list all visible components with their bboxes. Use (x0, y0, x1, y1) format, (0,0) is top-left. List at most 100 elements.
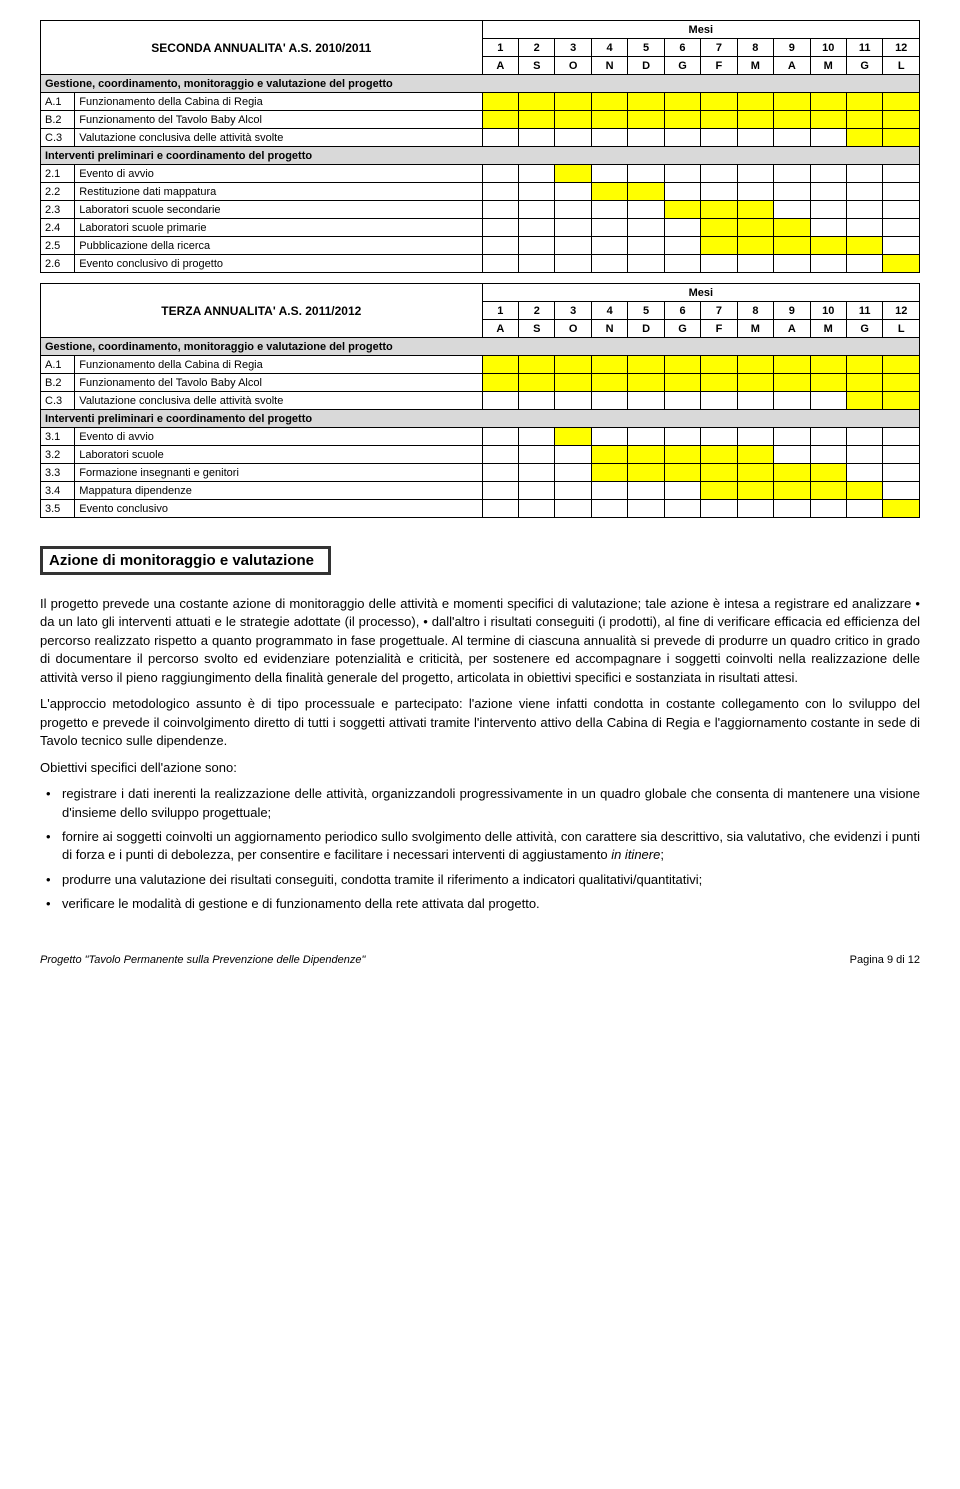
gantt-cell (519, 356, 555, 374)
gantt-cell (810, 482, 846, 500)
gantt-cell (701, 93, 737, 111)
gantt-month-num: 5 (628, 39, 664, 57)
gantt-cell (774, 111, 810, 129)
gantt-cell (628, 183, 664, 201)
bullet-list: registrare i dati inerenti la realizzazi… (40, 785, 920, 914)
gantt-cell (846, 165, 882, 183)
gantt-cell (846, 129, 882, 147)
gantt-cell (482, 464, 518, 482)
gantt-cell (701, 392, 737, 410)
gantt-month-letter: G (846, 320, 882, 338)
gantt-cell (555, 428, 591, 446)
gantt-cell (810, 464, 846, 482)
gantt-row-label: Mappatura dipendenze (75, 482, 482, 500)
gantt-month-num: 10 (810, 39, 846, 57)
gantt-cell (774, 392, 810, 410)
gantt-cell (555, 464, 591, 482)
gantt-cell (664, 93, 700, 111)
gantt-cell (482, 356, 518, 374)
gantt-cell (519, 201, 555, 219)
gantt-row: B.2Funzionamento del Tavolo Baby Alcol (41, 111, 920, 129)
gantt-cell (701, 464, 737, 482)
gantt-cell (519, 428, 555, 446)
gantt-cell (883, 111, 920, 129)
gantt-month-letter: D (628, 320, 664, 338)
gantt-row: C.3Valutazione conclusiva delle attività… (41, 392, 920, 410)
gantt-cell (628, 129, 664, 147)
gantt-cell (883, 374, 920, 392)
gantt-row-code: A.1 (41, 93, 75, 111)
gantt-row-label: Laboratori scuole (75, 446, 482, 464)
gantt-cell (701, 255, 737, 273)
footer-project: Progetto "Tavolo Permanente sulla Preven… (40, 954, 365, 966)
gantt-cell (482, 500, 518, 518)
gantt-cell (846, 500, 882, 518)
section-heading-box: Azione di monitoraggio e valutazione (40, 546, 331, 575)
gantt-month-letter: D (628, 57, 664, 75)
gantt-cell (774, 165, 810, 183)
gantt-cell (555, 446, 591, 464)
gantt-row-label: Evento conclusivo (75, 500, 482, 518)
gantt-cell (664, 219, 700, 237)
gantt-cell (774, 464, 810, 482)
gantt-cell (810, 446, 846, 464)
gantt-cell (628, 374, 664, 392)
gantt-row-label: Evento di avvio (75, 165, 482, 183)
gantt-row: 3.4Mappatura dipendenze (41, 482, 920, 500)
gantt-cell (519, 165, 555, 183)
gantt-cell (883, 446, 920, 464)
gantt-row: 3.2Laboratori scuole (41, 446, 920, 464)
gantt-cell (664, 129, 700, 147)
gantt-cell (482, 183, 518, 201)
gantt-section-header: Gestione, coordinamento, monitoraggio e … (41, 338, 920, 356)
gantt-cell (555, 374, 591, 392)
gantt-cell (591, 111, 627, 129)
gantt-cell (555, 237, 591, 255)
gantt-row: C.3Valutazione conclusiva delle attività… (41, 129, 920, 147)
gantt-cell (482, 111, 518, 129)
gantt-cell (482, 129, 518, 147)
bullet-item: produrre una valutazione dei risultati c… (40, 871, 920, 889)
gantt-cell (664, 482, 700, 500)
gantt-cell (555, 93, 591, 111)
gantt-cell (628, 392, 664, 410)
gantt-row-code: 3.4 (41, 482, 75, 500)
gantt-cell (701, 500, 737, 518)
gantt-cell (846, 219, 882, 237)
paragraph-2: L'approccio metodologico assunto è di ti… (40, 695, 920, 750)
gantt-cell (482, 219, 518, 237)
gantt-row-code: 3.1 (41, 428, 75, 446)
gantt-month-num: 8 (737, 39, 773, 57)
gantt-cell (846, 482, 882, 500)
gantt-cell (482, 237, 518, 255)
gantt-row-code: A.1 (41, 356, 75, 374)
gantt-row: 2.1Evento di avvio (41, 165, 920, 183)
gantt-row-label: Valutazione conclusiva delle attività sv… (75, 129, 482, 147)
gantt-month-num: 10 (810, 302, 846, 320)
gantt-table-1: SECONDA ANNUALITA' A.S. 2010/2011Mesi123… (40, 20, 920, 273)
gantt-cell (591, 374, 627, 392)
gantt-cell (591, 93, 627, 111)
gantt-cell (846, 201, 882, 219)
gantt-cell (883, 165, 920, 183)
bullet-item: fornire ai soggetti coinvolti un aggiorn… (40, 828, 920, 865)
gantt-month-num: 4 (591, 302, 627, 320)
gantt-cell (664, 464, 700, 482)
gantt-row: A.1Funzionamento della Cabina di Regia (41, 356, 920, 374)
gantt-row-code: 3.3 (41, 464, 75, 482)
gantt-month-letter: S (519, 57, 555, 75)
gantt-row: 3.5Evento conclusivo (41, 500, 920, 518)
gantt-cell (555, 165, 591, 183)
gantt-cell (555, 201, 591, 219)
gantt-cell (810, 183, 846, 201)
gantt-month-num: 4 (591, 39, 627, 57)
gantt-cell (701, 219, 737, 237)
gantt-cell (883, 183, 920, 201)
gantt-cell (737, 201, 773, 219)
gantt-mesi-header: Mesi (482, 21, 919, 39)
gantt-cell (555, 392, 591, 410)
gantt-cell (664, 446, 700, 464)
gantt-cell (737, 446, 773, 464)
gantt-cell (883, 464, 920, 482)
gantt-row: 2.4Laboratori scuole primarie (41, 219, 920, 237)
